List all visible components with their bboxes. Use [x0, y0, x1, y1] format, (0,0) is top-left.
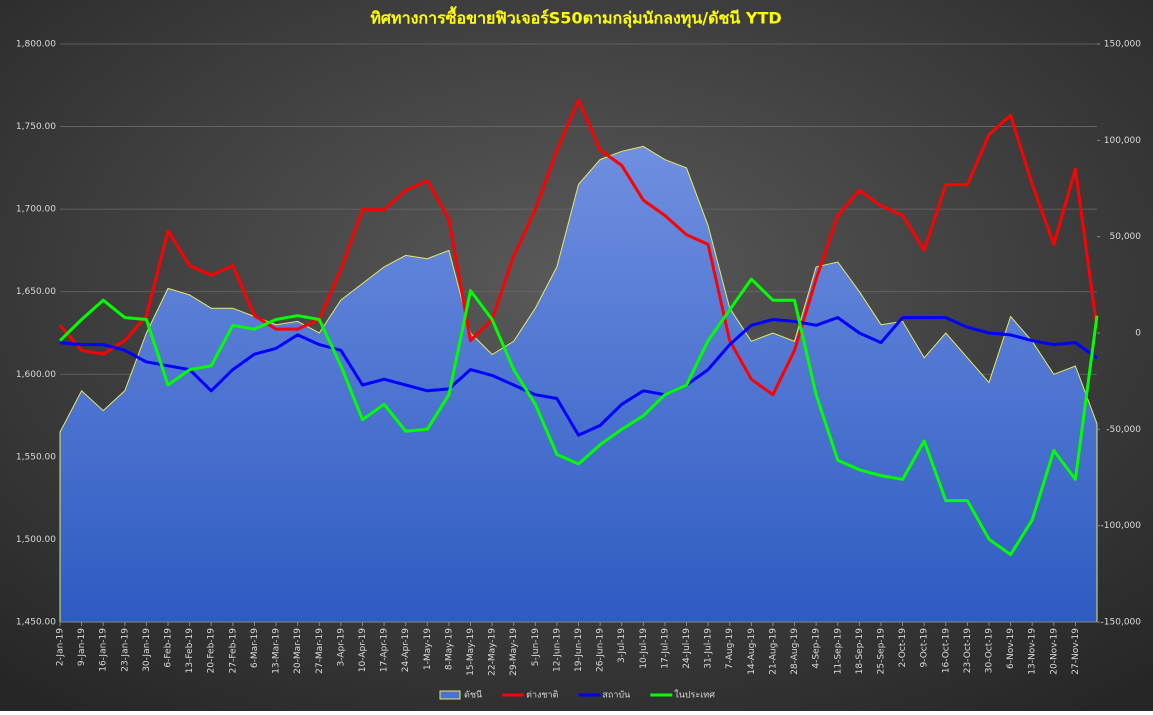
x-tick-label: 17-Apr-19 [380, 628, 390, 672]
x-tick-label: 13-Feb-19 [185, 628, 195, 674]
x-tick-label: 6-Nov-19 [1006, 628, 1016, 669]
index-area [59, 145, 1098, 623]
legend-item: สถาบัน [578, 691, 630, 701]
x-tick-label: 10-Jul-19 [639, 628, 649, 669]
axes: 1,450.00 1,500.00 1,550.00 1,600.00 1,650.00… [16, 40, 1141, 676]
x-tick-label: 6-Mar-19 [250, 628, 260, 668]
y-tick-label: 1,450.00 [16, 618, 56, 628]
y-tick-label: 1,750.00 [16, 122, 56, 132]
y-tick-label: 1,800.00 [16, 40, 56, 50]
legend-label: ต่างชาติ [526, 690, 558, 701]
y2-tick-label: -100,000 [1101, 521, 1142, 531]
series-line [59, 316, 1098, 437]
x-tick-label: 20-Nov-19 [1049, 628, 1059, 675]
y2-tick-label: 50,000 [1110, 232, 1142, 242]
x-tick-label: 27-Nov-19 [1071, 628, 1081, 675]
x-tick-label: 7-Aug-19 [725, 628, 735, 669]
x-tick-label: 22-May-19 [488, 628, 498, 676]
series-line [58, 277, 1099, 557]
legend-item: ต่างชาติ [502, 690, 559, 701]
legend-label: ดัชนี [464, 690, 482, 701]
x-tick-label: 16-Jan-19 [99, 628, 109, 672]
x-tick-label: 24-Apr-19 [401, 628, 411, 672]
x-tick-label: 6-Feb-19 [164, 628, 174, 668]
x-tick-label: 17-Jul-19 [660, 628, 670, 669]
x-tick-label: 15-May-19 [466, 628, 476, 676]
y-tick-label: 1,650.00 [16, 287, 56, 297]
x-tick-label: 28-Aug-19 [790, 628, 800, 675]
x-tick-label: 21-Aug-19 [768, 628, 778, 675]
x-tick-label: 2-Oct-19 [898, 628, 908, 668]
x-tick-label: 2-Jan-19 [56, 628, 66, 666]
legend-item: ในประเทศ [650, 690, 715, 701]
x-tick-label: 30-Oct-19 [984, 628, 994, 673]
legend: ดัชนี ต่างชาติ สถาบัน ในประเทศ [439, 690, 715, 701]
chart-title: ทิศทางการซื้อขายฟิวเจอร์S50ตามกลุ่มนักลง… [370, 6, 781, 29]
x-tick-label: 23-Jan-19 [120, 628, 130, 672]
x-tick-label: 11-Sep-19 [833, 628, 843, 675]
x-tick-label: 10-Apr-19 [358, 628, 368, 672]
y-tick-label: 1,700.00 [16, 205, 56, 215]
x-tick-label: 18-Sep-19 [855, 628, 865, 675]
x-tick-label: 24-Jul-19 [682, 628, 692, 669]
x-tick-label: 26-Jun-19 [596, 628, 606, 672]
x-tick-label: 20-Mar-19 [293, 628, 303, 674]
x-tick-label: 3-Jul-19 [617, 628, 627, 663]
x-tick-label: 29-May-19 [509, 628, 519, 676]
x-tick-label: 20-Feb-19 [207, 628, 217, 674]
y2-tick-label: 150,000 [1104, 40, 1141, 50]
x-tick-label: 27-Feb-19 [228, 628, 238, 674]
plot [58, 98, 1099, 623]
x-tick-label: 4-Sep-19 [812, 628, 822, 669]
legend-swatch [439, 690, 461, 700]
y2-tick-label: -50,000 [1106, 425, 1141, 435]
x-tick-label: 27-Mar-19 [315, 628, 325, 674]
x-tick-label: 9-Oct-19 [920, 628, 930, 668]
x-tick-label: 1-May-19 [423, 628, 433, 670]
x-tick-label: 3-Apr-19 [336, 628, 346, 667]
y-tick-label: 1,500.00 [16, 535, 56, 545]
x-tick-label: 13-Nov-19 [1028, 628, 1038, 675]
legend-label: สถาบัน [602, 691, 630, 701]
x-tick-label: 16-Oct-19 [941, 628, 951, 673]
x-tick-label: 31-Jul-19 [704, 628, 714, 669]
y2-tick-label: -150,000 [1101, 618, 1142, 628]
x-tick-label: 5-Jun-19 [531, 628, 541, 667]
x-tick-label: 9-Jan-19 [77, 628, 87, 666]
x-tick-label: 25-Sep-19 [876, 628, 886, 675]
x-tick-label: 19-Jun-19 [574, 628, 584, 672]
y-tick-label: 1,600.00 [16, 370, 56, 380]
series-line [58, 98, 1099, 397]
x-tick-label: 8-May-19 [444, 628, 454, 670]
legend-label: ในประเทศ [674, 690, 715, 701]
y-tick-label: 1,550.00 [16, 452, 56, 462]
x-tick-label: 30-Jan-19 [142, 628, 152, 672]
x-tick-label: 13-Mar-19 [272, 628, 282, 674]
legend-item: ดัชนี [439, 690, 482, 701]
x-tick-label: 23-Oct-19 [963, 628, 973, 673]
y2-tick-label: 0 [1135, 329, 1141, 339]
x-tick-label: 12-Jun-19 [552, 628, 562, 672]
x-tick-label: 14-Aug-19 [747, 628, 757, 675]
y2-tick-label: 100,000 [1104, 136, 1141, 146]
